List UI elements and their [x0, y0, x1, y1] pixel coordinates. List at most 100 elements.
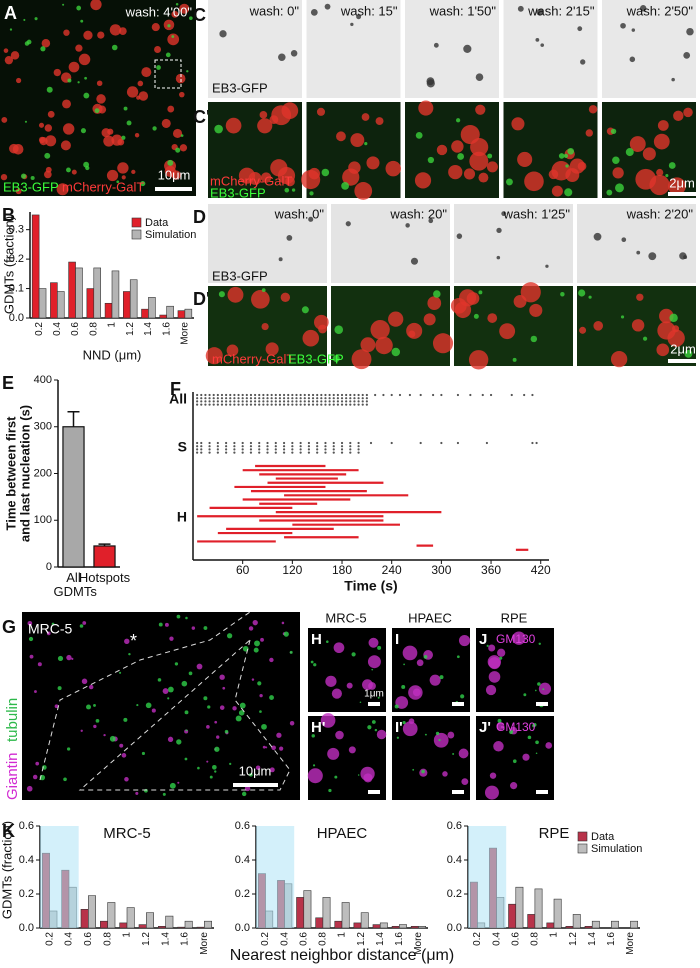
event-dot [253, 400, 257, 403]
signal-blob [410, 257, 419, 265]
signal-blob [461, 778, 469, 786]
event-dot [212, 393, 215, 397]
scale-label: 10μm [239, 763, 272, 778]
signal-blob [109, 735, 116, 742]
event-dot [225, 441, 228, 445]
signal-blob [668, 162, 676, 169]
signal-blob [66, 747, 71, 751]
event-dot [408, 393, 412, 397]
signal-blob [196, 663, 203, 670]
signal-blob [668, 177, 686, 196]
signal-blob [361, 113, 370, 121]
signal-blob [636, 293, 644, 301]
event-dot [349, 448, 352, 451]
event-dot [196, 441, 199, 445]
signal-blob [535, 689, 537, 692]
signal-blob [354, 182, 373, 200]
marker: * [130, 631, 137, 651]
signal-blob [551, 185, 563, 197]
signal-blob [289, 720, 295, 726]
signal-blob [310, 9, 318, 16]
event-dot [220, 400, 224, 403]
event-dot [208, 441, 211, 445]
signal-blob [408, 685, 423, 700]
event-dot [353, 403, 356, 406]
x-axis-title: NND (μm) [83, 347, 142, 362]
signal-blob [432, 333, 454, 354]
event-dot [249, 445, 253, 448]
signal-blob [206, 760, 209, 763]
signal-blob [327, 747, 340, 760]
signal-blob [578, 289, 586, 297]
signal-blob [433, 290, 441, 298]
event-dot [336, 397, 339, 400]
signal-blob [538, 682, 552, 695]
timestamp: wash: 2'15" [527, 3, 595, 18]
signal-blob [9, 28, 13, 31]
signal-blob [569, 158, 585, 174]
micrograph [602, 0, 696, 98]
timestamp: wash: 2'20" [626, 206, 694, 221]
event-dot [266, 445, 269, 448]
signal-blob [214, 720, 218, 724]
signal-blob [24, 120, 27, 123]
signal-blob [324, 3, 331, 10]
signal-blob [278, 257, 283, 262]
event-dot [340, 403, 344, 406]
signal-blob [512, 759, 517, 764]
y-axis-title: and last nucleation (s) [17, 405, 32, 542]
event-dot [398, 393, 402, 397]
signal-blob [371, 668, 374, 671]
signal-blob [107, 128, 114, 135]
event-dot [233, 393, 236, 397]
signal-blob [673, 110, 684, 122]
stain-label: tubulin [4, 698, 21, 742]
y-tick-label: 0.0 [447, 922, 462, 934]
event-dot [365, 393, 368, 397]
event-dot [266, 393, 269, 397]
signal-blob [38, 122, 45, 128]
event-dot [216, 400, 219, 403]
event-dot [456, 441, 460, 445]
signal-blob [348, 161, 361, 174]
x-tick-label: 0.4 [279, 932, 290, 946]
signal-blob [377, 645, 382, 650]
signal-blob [93, 703, 96, 707]
signal-blob [167, 686, 174, 693]
signal-blob [15, 77, 22, 84]
event-dot [531, 441, 534, 445]
signal-blob [522, 753, 530, 761]
event-dot [324, 403, 327, 406]
signal-blob [629, 56, 636, 63]
signal-blob [545, 742, 553, 749]
signal-blob [56, 183, 69, 196]
signal-blob [403, 663, 405, 666]
signal-blob [164, 622, 169, 627]
x-tick-label: 1.6 [161, 322, 172, 336]
bar [379, 922, 388, 929]
event-dot [274, 451, 277, 454]
signal-blob [124, 638, 130, 645]
signal-blob [512, 357, 517, 362]
event-dot [196, 393, 199, 397]
signal-blob [497, 718, 502, 723]
signal-blob [259, 111, 268, 119]
signal-blob [12, 144, 24, 155]
signal-blob [79, 624, 84, 628]
event-dot [287, 397, 290, 400]
signal-blob [564, 188, 573, 197]
event-dot [266, 451, 269, 454]
event-dot [307, 403, 311, 406]
bar [508, 903, 517, 929]
event-dot [229, 397, 232, 400]
bar [184, 920, 193, 929]
channel-label: mCherry-GalT [210, 173, 292, 188]
event-dot [291, 445, 294, 448]
signal-blob [165, 52, 171, 58]
y-tick-label: 0.3 [9, 224, 24, 236]
signal-blob [535, 752, 538, 755]
event-dot [253, 397, 257, 400]
signal-blob [24, 41, 30, 46]
signal-blob [459, 289, 477, 307]
event-dot [233, 451, 236, 454]
